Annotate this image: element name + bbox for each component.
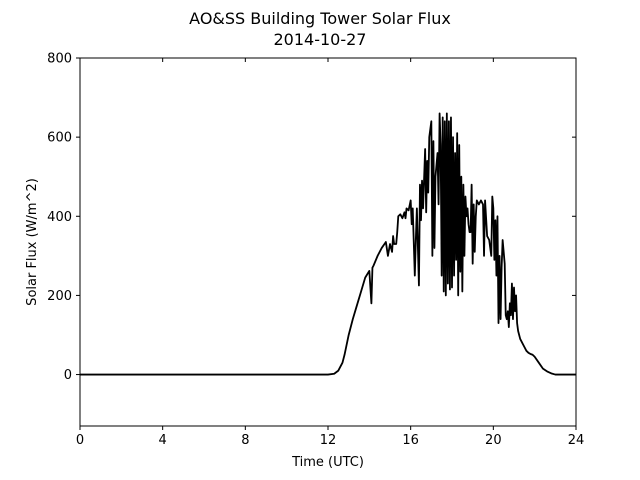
y-tick-label: 0 [64, 368, 72, 383]
x-axis-label: Time (UTC) [291, 455, 364, 470]
x-tick-label: 24 [568, 433, 585, 448]
y-tick-label: 800 [47, 52, 72, 67]
chart-subtitle: 2014-10-27 [274, 30, 367, 49]
x-tick-label: 8 [241, 433, 249, 448]
solar-flux-series-line [80, 112, 576, 376]
chart-title: AO&SS Building Tower Solar Flux [189, 9, 451, 28]
plot-area-frame [79, 57, 577, 427]
y-axis-label: Solar Flux (W/m^2) [25, 178, 40, 306]
y-tick-label: 400 [47, 210, 72, 225]
y-axis-ticks: 0 200 400 600 800 [47, 52, 576, 383]
x-tick-label: 16 [402, 433, 419, 448]
x-tick-label: 20 [485, 433, 502, 448]
y-tick-label: 200 [47, 289, 72, 304]
y-tick-label: 600 [47, 131, 72, 146]
x-tick-label: 0 [76, 433, 84, 448]
x-tick-label: 12 [320, 433, 337, 448]
x-axis-ticks: 0 4 8 12 16 20 24 [76, 58, 584, 448]
x-tick-label: 4 [159, 433, 167, 448]
